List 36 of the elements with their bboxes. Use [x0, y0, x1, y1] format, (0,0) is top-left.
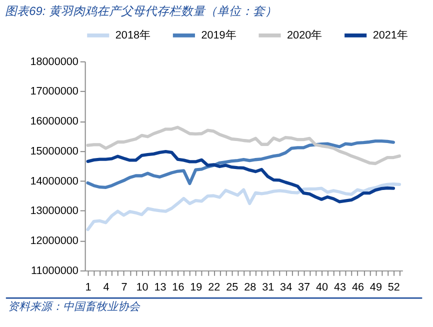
y-tick-label: 11000000	[31, 264, 78, 277]
legend-label: 2018年	[115, 29, 150, 42]
line-series	[86, 182, 402, 232]
y-tick-label: 14000000	[30, 175, 78, 188]
y-tick-label: 12000000	[30, 235, 78, 248]
x-tick-label: 28	[244, 282, 256, 294]
chart-title: 图表69: 黄羽肉鸡在产父母代存栏数量（单位：套）	[5, 4, 277, 18]
y-tick-label: 13000000	[30, 205, 78, 218]
x-tick-label: 1	[85, 282, 92, 294]
x-tick-label: 37	[298, 282, 310, 294]
legend-label: 2020年	[287, 29, 322, 42]
line-series	[86, 126, 402, 166]
x-tick-label: 10	[136, 282, 148, 294]
x-tick-label: 43	[334, 282, 346, 294]
x-tick-label: 25	[226, 282, 238, 294]
line-series	[86, 150, 396, 204]
legend-label: 2021年	[372, 29, 408, 42]
x-tick-label: 22	[208, 282, 220, 294]
x-tick-label: 49	[370, 282, 382, 294]
y-tick-label: 17000000	[30, 86, 78, 98]
line-series	[86, 140, 396, 189]
x-tick-label: 46	[352, 282, 364, 294]
x-tick-label: 34	[280, 282, 292, 294]
legend-label: 2019年	[201, 29, 236, 42]
x-tick-label: 13	[154, 282, 166, 294]
x-tick-label: 31	[262, 282, 274, 294]
x-tick-label: 4	[103, 282, 110, 294]
x-tick-label: 16	[172, 282, 184, 294]
y-tick-label: 15000000	[30, 145, 78, 158]
text: 资料来源：中国畜牧业协会	[8, 300, 141, 313]
x-tick-label: 19	[190, 282, 202, 294]
x-tick-label: 7	[121, 282, 128, 294]
x-tick-label: 52	[388, 282, 400, 294]
y-tick-label: 16000000	[30, 116, 78, 128]
x-tick-label: 40	[316, 282, 328, 294]
y-tick-label: 18000000	[30, 56, 78, 68]
